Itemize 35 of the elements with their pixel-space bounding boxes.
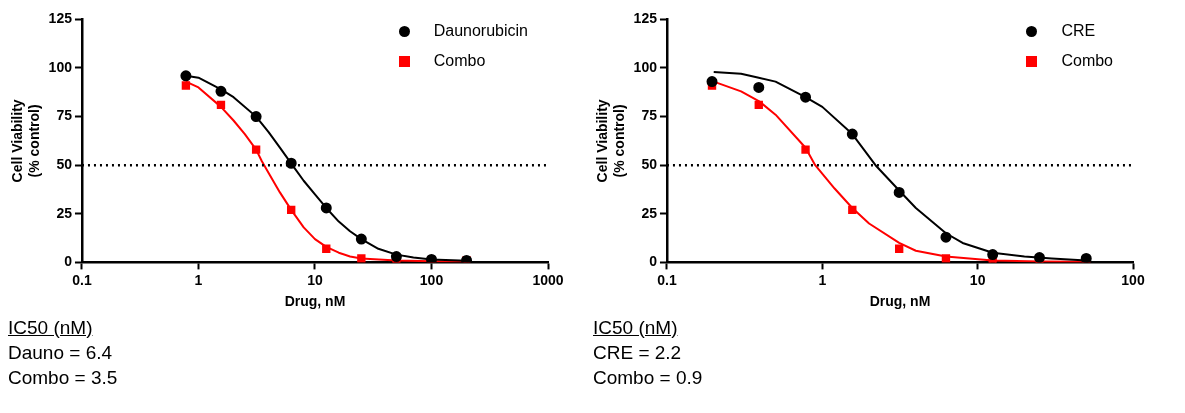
legend-label: Combo bbox=[1061, 52, 1113, 70]
text: IC50 (nM) bbox=[8, 316, 94, 340]
y-tick-label: 75 bbox=[641, 107, 658, 124]
x-tick-label: 0.1 bbox=[657, 271, 677, 288]
x-tick-label: 10 bbox=[969, 271, 986, 288]
text: Dauno = 6.4 bbox=[8, 341, 114, 365]
text: Combo = 3.5 bbox=[8, 366, 119, 390]
legend-label: Daunorubicin bbox=[433, 22, 528, 40]
text: IC50 (nM) bbox=[593, 316, 679, 340]
y-tick-label: 50 bbox=[641, 156, 658, 173]
y-tick-label: 75 bbox=[56, 107, 73, 124]
y-tick-label: 125 bbox=[633, 10, 658, 27]
y-tick-label: 100 bbox=[48, 58, 73, 75]
legend-label: Combo bbox=[433, 52, 486, 70]
y-axis-title: Cell Viability (% control) bbox=[594, 99, 628, 183]
x-tick-label: 1 bbox=[194, 271, 203, 288]
y-tick-label: 100 bbox=[633, 58, 658, 75]
x-tick-label: 0.1 bbox=[72, 271, 92, 288]
y-tick-label: 50 bbox=[56, 156, 73, 173]
text: Combo = 0.9 bbox=[593, 366, 704, 390]
x-tick-label: 100 bbox=[419, 271, 444, 288]
y-tick-label: 0 bbox=[649, 253, 658, 270]
y-tick-label: 25 bbox=[641, 204, 658, 221]
x-axis-title: Drug, nM bbox=[284, 293, 346, 310]
x-tick-label: 1 bbox=[818, 271, 827, 288]
x-tick-label: 100 bbox=[1121, 271, 1145, 288]
x-tick-label: 1000 bbox=[532, 271, 564, 288]
y-tick-label: 0 bbox=[64, 253, 73, 270]
y-axis-title: Cell Viability (% control) bbox=[9, 99, 43, 183]
legend-label: CRE bbox=[1061, 22, 1096, 40]
y-tick-label: 25 bbox=[56, 204, 73, 221]
text: CRE = 2.2 bbox=[593, 341, 683, 365]
x-tick-label: 10 bbox=[307, 271, 323, 288]
y-tick-label: 125 bbox=[48, 10, 73, 27]
x-axis-title: Drug, nM bbox=[869, 293, 931, 310]
